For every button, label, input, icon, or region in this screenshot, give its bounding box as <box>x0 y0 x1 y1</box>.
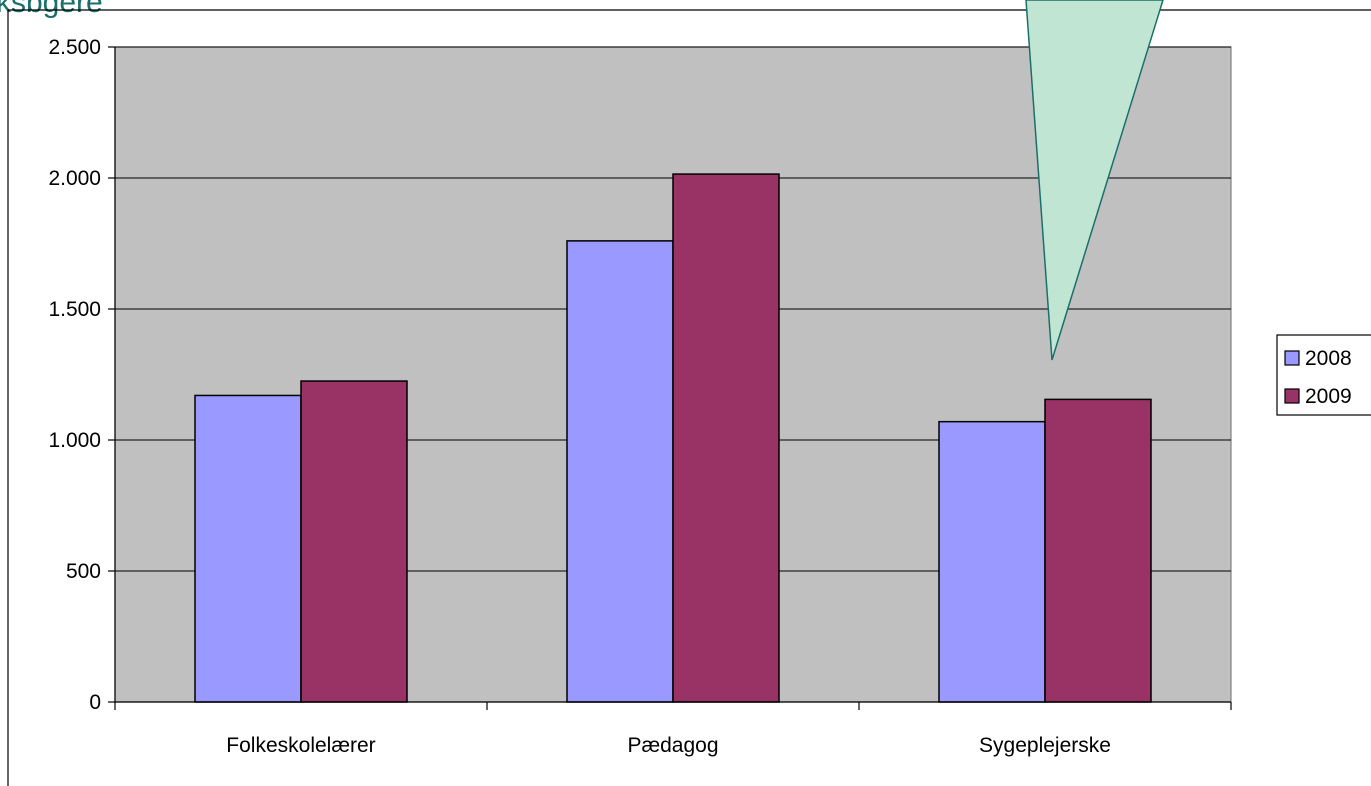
y-tick-label: 0 <box>89 691 101 714</box>
bar <box>194 394 302 703</box>
x-tick-label: Sygeplejerske <box>979 734 1111 757</box>
legend-label: 2009 <box>1305 385 1352 408</box>
legend-label: 2008 <box>1305 347 1352 370</box>
bar <box>938 420 1046 703</box>
legend-swatch <box>1284 388 1300 404</box>
bar <box>1044 398 1152 703</box>
x-tick-label: Folkeskolelærer <box>226 734 375 757</box>
bar <box>300 380 408 703</box>
callout-shape <box>1025 0 1164 361</box>
legend-swatch <box>1284 350 1300 366</box>
x-tick-label: Pædagog <box>627 734 718 757</box>
y-tick-label: 2.500 <box>48 36 101 59</box>
bar <box>566 240 674 703</box>
y-tick-label: 2.000 <box>48 167 101 190</box>
y-tick-label: 1.000 <box>48 429 101 452</box>
bar <box>672 173 780 703</box>
y-tick-label: 500 <box>66 560 101 583</box>
y-tick-label: 1.500 <box>48 298 101 321</box>
